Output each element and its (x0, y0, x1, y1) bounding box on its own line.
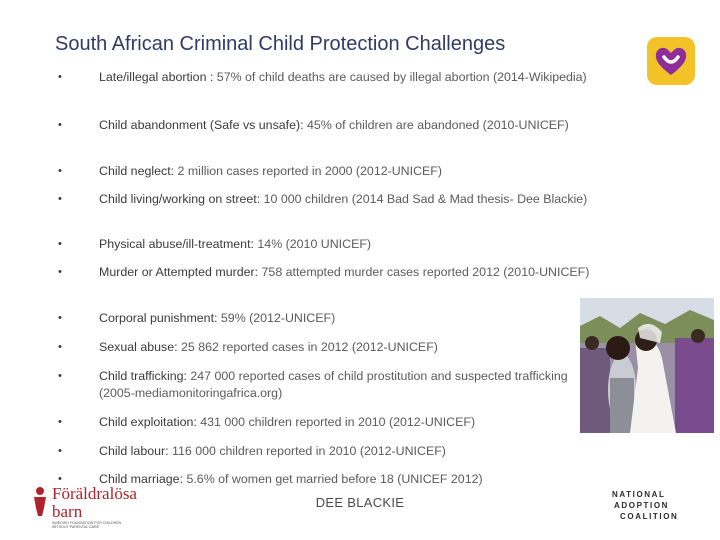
bullet-value: 10 000 children (2014 Bad Sad & Mad thes… (263, 192, 588, 206)
bullet-label: Sexual abuse: (99, 340, 181, 354)
bullet-text: Child labour: 116 000 children reported … (99, 443, 599, 460)
footer-author: DEE BLACKIE (315, 495, 405, 510)
bullet-label: Child trafficking: (99, 369, 191, 383)
bullet-text: Sexual abuse: 25 862 reported cases in 2… (99, 339, 599, 356)
logo-line-coalition: COALITION (620, 512, 679, 521)
bullet-text: Child trafficking: 247 000 reported case… (99, 368, 569, 402)
logo-text-line1: Föräldralösa (52, 484, 137, 503)
bullet-value: 116 000 children reported in 2010 (2012-… (172, 444, 446, 458)
bullet-text: Child neglect: 2 million cases reported … (99, 163, 599, 180)
national-adoption-coalition-logo: NATIONAL ADOPTION COALITION (612, 490, 692, 526)
bullet-label: Child abandonment (Safe vs unsafe): (99, 118, 308, 132)
bullet-label: Child neglect: (99, 164, 178, 178)
bullet-marker: • (58, 238, 62, 250)
bullet-marker: • (58, 266, 62, 278)
logo-tagline-line2: WITHOUT PARENTAL CARE (52, 525, 99, 529)
logo-line-adoption: ADOPTION (614, 501, 670, 510)
bullet-marker: • (58, 312, 62, 324)
bullet-value: 59% (2012-UNICEF) (220, 311, 336, 325)
bullet-marker: • (58, 370, 62, 382)
bullet-value: 431 000 children reported in 2010 (2012-… (200, 415, 476, 429)
bullet-marker: • (58, 416, 62, 428)
bullet-value: 14% (2010 UNICEF) (257, 237, 372, 251)
bullet-value: 5.6% of women get married before 18 (UNI… (186, 472, 483, 486)
bullet-value: 2 million cases reported in 2000 (2012-U… (177, 164, 442, 178)
logo-tagline: SWEDISH FOUNDATION FOR CHILDREN WITHOUT … (52, 521, 127, 529)
bullet-label: Physical abuse/ill-treatment: (99, 237, 258, 251)
bullet-value: 25 862 reported cases in 2012 (2012-UNIC… (180, 340, 438, 354)
bullet-marker: • (58, 341, 62, 353)
bullet-value: 247 000 reported cases of child prostitu… (99, 369, 568, 400)
logo-text-line2: barn (52, 502, 83, 521)
bullet-label: Child living/working on street: (99, 192, 264, 206)
bullet-text: Physical abuse/ill-treatment: 14% (2010 … (99, 236, 599, 253)
bullet-text: Child exploitation: 431 000 children rep… (99, 414, 599, 431)
bullet-marker: • (58, 445, 62, 457)
heart-logo-icon (647, 37, 695, 85)
bullet-label: Murder or Attempted murder: (99, 265, 262, 279)
bullet-text: Late/illegal abortion : 57% of child dea… (99, 69, 599, 86)
bullet-label: Child labour: (99, 444, 173, 458)
bullet-text: Child abandonment (Safe vs unsafe): 45% … (99, 117, 599, 134)
bullet-marker: • (58, 193, 62, 205)
bullet-marker: • (58, 71, 62, 83)
bullet-label: Late/illegal abortion : (99, 70, 217, 84)
logo-tagline-line1: SWEDISH FOUNDATION FOR CHILDREN (52, 521, 122, 525)
slide-title: South African Criminal Child Protection … (55, 33, 506, 55)
bullet-value: 57% of child deaths are caused by illega… (216, 70, 587, 84)
bullet-value: 45% of children are abandoned (2010-UNIC… (307, 118, 569, 132)
bullet-label: Child exploitation: (99, 415, 201, 429)
bullet-text: Corporal punishment: 59% (2012-UNICEF) (99, 310, 599, 327)
foraldralosa-barn-logo: Föräldralösa barn SWEDISH FOUNDATION FOR… (30, 482, 137, 530)
bullet-marker: • (58, 473, 62, 485)
wedding-photo (580, 298, 714, 433)
bullet-text: Child living/working on street: 10 000 c… (99, 191, 599, 208)
bullet-text: Murder or Attempted murder: 758 attempte… (99, 264, 599, 281)
bullet-text: Child marriage: 5.6% of women get marrie… (99, 471, 599, 488)
bullet-value: 758 attempted murder cases reported 2012… (261, 265, 590, 279)
logo-line-national: NATIONAL (612, 490, 666, 499)
bullet-label: Corporal punishment: (99, 311, 221, 325)
bullet-label: Child marriage: (99, 472, 187, 486)
child-figure-icon (34, 487, 46, 516)
bullet-marker: • (58, 119, 62, 131)
bullet-marker: • (58, 165, 62, 177)
